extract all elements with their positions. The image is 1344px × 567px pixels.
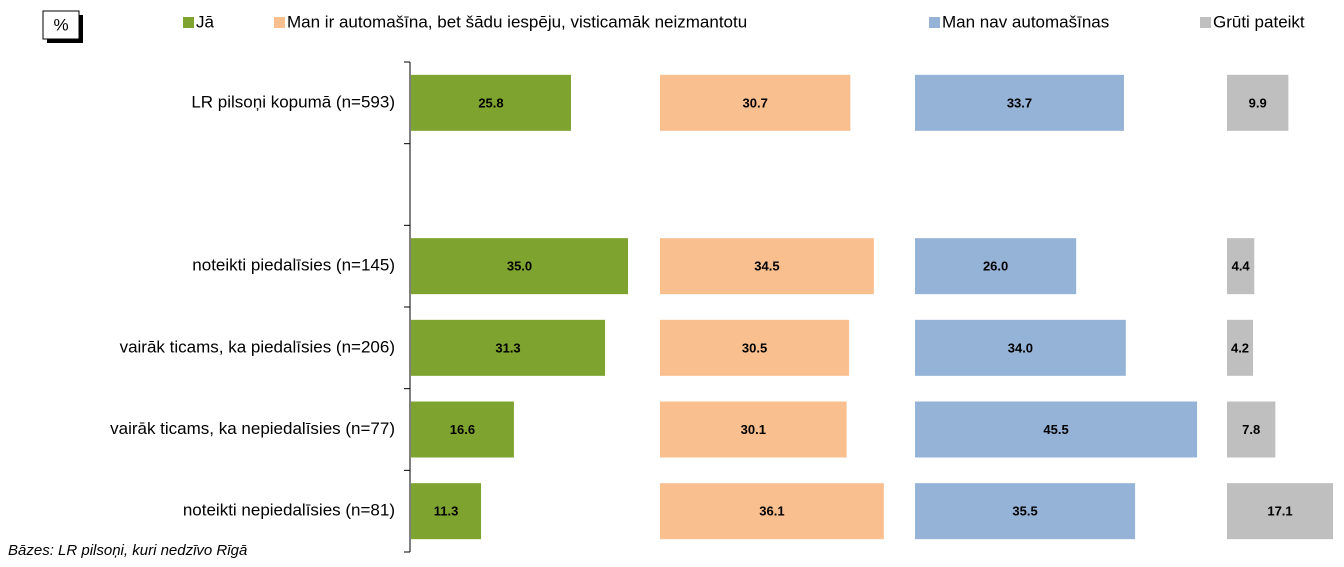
bar [660,74,851,131]
category-label: vairāk ticams, ka piedalīsies (n=206) [120,337,395,356]
bar [915,74,1124,131]
value-label: 26.0 [983,259,1008,274]
bar [1227,238,1255,295]
bar [411,74,571,131]
value-label: 34.0 [1008,340,1033,355]
legend-swatch [1200,17,1211,28]
bar [915,401,1198,458]
value-label: 9.9 [1249,95,1267,110]
footnote: Bāzes: LR pilsoņi, kuri nedzīvo Rīgā [8,542,247,559]
bar [411,319,606,376]
category-label: noteikti nepiedalīsies (n=81) [183,501,395,520]
legend-label: Jā [196,12,215,31]
value-label: 30.7 [743,95,768,110]
value-label: 25.8 [478,95,503,110]
bar [411,401,514,458]
bar [411,483,482,540]
category-label: LR pilsoņi kopumā (n=593) [191,92,395,111]
value-label: 31.3 [495,340,520,355]
value-label: 4.4 [1232,259,1251,274]
legend-label: Grūti pateikt [1213,12,1305,31]
unit-box [42,10,80,40]
value-label: 45.5 [1043,422,1068,437]
value-label: 35.0 [507,259,532,274]
value-label: 17.1 [1267,504,1292,519]
bar [660,319,850,376]
bar [1227,74,1289,131]
bar [1227,401,1276,458]
category-label: vairāk ticams, ka nepiedalīsies (n=77) [110,419,395,438]
value-label: 11.3 [434,504,459,519]
legend-swatch [929,17,940,28]
bar [915,319,1126,376]
bar [915,483,1136,540]
bar [1227,483,1334,540]
category-label: noteikti piedalīsies (n=145) [192,256,395,275]
bar [1227,319,1254,376]
value-label: 4.2 [1231,340,1249,355]
legend-swatch [183,17,194,28]
bar [411,238,628,295]
value-label: 30.1 [741,422,766,437]
legend-label: Man ir automašīna, bet šādu iespēju, vis… [287,12,747,31]
bar [660,238,874,295]
bar [660,401,847,458]
value-label: 7.8 [1242,422,1260,437]
value-label: 36.1 [759,504,784,519]
value-label: 34.5 [754,259,779,274]
legend-swatch [274,17,285,28]
value-label: 30.5 [742,340,767,355]
bar [915,238,1077,295]
value-label: 16.6 [450,422,475,437]
value-label: 33.7 [1007,95,1032,110]
value-label: 35.5 [1012,504,1037,519]
bar [660,483,884,540]
unit-label: % [53,15,68,34]
legend-label: Man nav automašīnas [942,12,1109,31]
